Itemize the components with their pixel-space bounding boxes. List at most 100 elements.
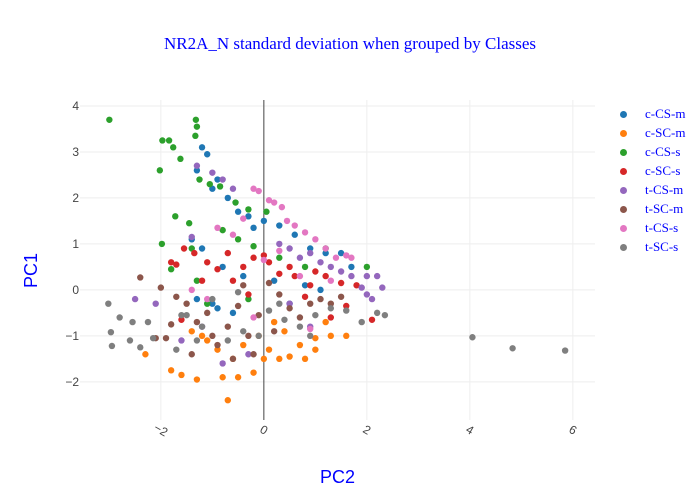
point-c-CS-s[interactable] (167, 265, 175, 273)
point-c-SC-s[interactable] (286, 263, 293, 271)
point-t-CS-m[interactable] (373, 272, 381, 280)
point-t-CS-m[interactable] (131, 295, 139, 303)
point-c-CS-m[interactable] (240, 272, 247, 280)
point-c-SC-s[interactable] (368, 316, 376, 323)
point-t-CS-m[interactable] (276, 240, 283, 248)
point-t-SC-s[interactable] (224, 337, 232, 344)
point-t-SC-s[interactable] (193, 337, 201, 344)
point-t-CS-m[interactable] (307, 249, 314, 257)
point-t-SC-s[interactable] (137, 344, 144, 351)
point-t-CS-m[interactable] (363, 291, 371, 298)
point-c-CS-s[interactable] (301, 263, 309, 271)
point-c-SC-m[interactable] (234, 374, 242, 381)
point-c-SC-m[interactable] (198, 332, 206, 340)
point-c-CS-s[interactable] (193, 277, 201, 284)
point-t-CS-m[interactable] (337, 268, 345, 275)
point-c-SC-m[interactable] (142, 351, 149, 358)
point-t-CS-m[interactable] (358, 284, 365, 291)
point-t-CS-m[interactable] (363, 272, 371, 280)
point-t-SC-s[interactable] (312, 311, 319, 319)
point-t-CS-s[interactable] (250, 185, 257, 192)
point-t-CS-s[interactable] (312, 236, 319, 243)
point-c-SC-s[interactable] (322, 272, 329, 280)
point-c-CS-s[interactable] (234, 236, 242, 243)
point-c-SC-m[interactable] (286, 353, 293, 360)
point-c-CS-s[interactable] (232, 199, 239, 206)
point-t-SC-s[interactable] (183, 311, 190, 319)
point-c-CS-s[interactable] (192, 116, 200, 123)
point-t-SC-m[interactable] (188, 351, 195, 358)
point-c-SC-m[interactable] (250, 369, 257, 376)
point-t-SC-m[interactable] (214, 341, 221, 349)
point-c-CS-s[interactable] (156, 167, 164, 174)
point-t-SC-s[interactable] (240, 328, 247, 335)
point-c-CS-s[interactable] (177, 155, 184, 163)
point-t-CS-s[interactable] (229, 231, 237, 238)
point-t-SC-s[interactable] (509, 345, 516, 352)
point-t-SC-m[interactable] (183, 300, 190, 307)
point-t-CS-m[interactable] (209, 169, 216, 176)
point-c-CS-m[interactable] (193, 295, 201, 303)
point-c-CS-m[interactable] (317, 286, 324, 294)
point-c-SC-s[interactable] (250, 254, 257, 261)
point-c-CS-m[interactable] (234, 208, 242, 215)
point-c-CS-m[interactable] (307, 245, 314, 252)
point-c-CS-m[interactable] (214, 305, 221, 312)
point-t-SC-s[interactable] (107, 328, 115, 336)
point-t-CS-s[interactable] (214, 224, 221, 232)
point-t-CS-s[interactable] (250, 314, 257, 321)
point-t-SC-s[interactable] (265, 307, 273, 314)
point-c-CS-s[interactable] (204, 300, 211, 307)
point-c-CS-m[interactable] (245, 213, 252, 220)
point-t-SC-s[interactable] (296, 323, 304, 330)
point-t-SC-s[interactable] (116, 314, 123, 321)
point-c-SC-s[interactable] (307, 282, 314, 289)
point-t-SC-s[interactable] (209, 295, 216, 303)
point-c-CS-m[interactable] (214, 176, 221, 183)
point-c-SC-s[interactable] (204, 259, 211, 266)
point-c-CS-s[interactable] (172, 213, 179, 220)
point-t-CS-m[interactable] (368, 295, 376, 303)
point-c-SC-s[interactable] (191, 249, 198, 257)
point-c-SC-s[interactable] (301, 293, 309, 300)
point-t-SC-s[interactable] (561, 347, 569, 354)
point-t-CS-s[interactable] (296, 272, 304, 280)
point-t-CS-m[interactable] (219, 176, 226, 183)
point-c-SC-s[interactable] (180, 245, 188, 252)
point-c-CS-s[interactable] (245, 206, 252, 213)
point-t-CS-s[interactable] (278, 203, 286, 211)
point-t-SC-m[interactable] (162, 334, 170, 342)
point-c-SC-s[interactable] (240, 263, 247, 271)
point-t-CS-m[interactable] (219, 360, 226, 367)
point-c-CS-s[interactable] (250, 243, 257, 250)
point-c-SC-m[interactable] (193, 376, 201, 383)
point-c-SC-m[interactable] (327, 332, 335, 340)
point-c-SC-m[interactable] (270, 318, 278, 326)
point-t-SC-m[interactable] (167, 321, 175, 328)
point-t-CS-m[interactable] (286, 300, 293, 307)
point-t-SC-m[interactable] (286, 305, 293, 312)
point-c-CS-s[interactable] (185, 220, 193, 227)
point-t-SC-s[interactable] (105, 300, 112, 307)
point-t-SC-s[interactable] (281, 316, 288, 323)
point-t-SC-s[interactable] (327, 305, 335, 312)
point-c-CS-s[interactable] (245, 295, 252, 303)
point-c-CS-m[interactable] (229, 309, 237, 317)
point-c-SC-s[interactable] (265, 259, 273, 266)
point-c-SC-m[interactable] (301, 355, 309, 363)
point-t-CS-m[interactable] (152, 300, 159, 307)
point-c-CS-s[interactable] (170, 144, 177, 151)
point-c-CS-s[interactable] (165, 137, 173, 144)
point-t-CS-m[interactable] (348, 272, 355, 280)
point-t-SC-s[interactable] (129, 318, 136, 326)
point-c-SC-s[interactable] (245, 291, 252, 298)
point-t-SC-m[interactable] (296, 314, 304, 321)
point-c-SC-m[interactable] (240, 341, 247, 349)
point-t-CS-s[interactable] (332, 254, 340, 261)
point-c-CS-m[interactable] (301, 282, 309, 289)
point-c-SC-s[interactable] (337, 279, 345, 287)
point-c-CS-s[interactable] (263, 208, 270, 215)
point-t-SC-s[interactable] (343, 307, 350, 314)
point-t-SC-s[interactable] (234, 288, 242, 296)
